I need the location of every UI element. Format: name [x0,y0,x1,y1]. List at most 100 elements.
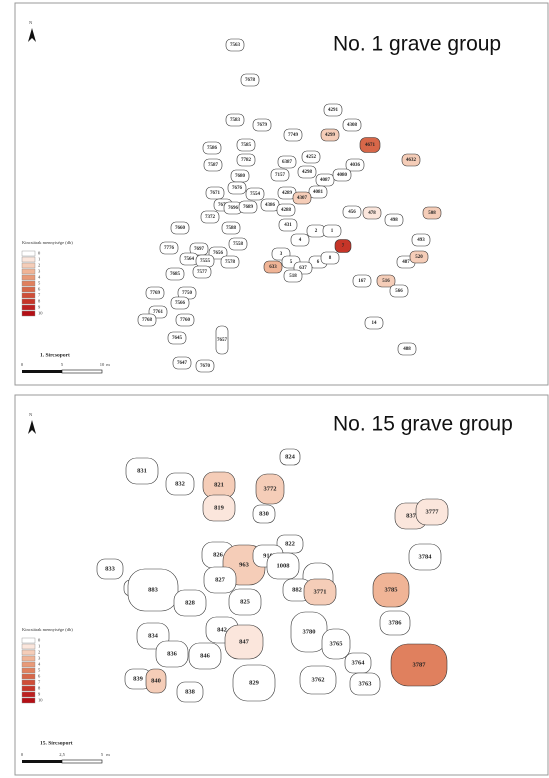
grave-label: 3772 [264,485,277,492]
grave-label: 3764 [352,659,366,666]
grave-label: 7558 [233,242,244,247]
grave-label: 839 [133,675,144,682]
grave-label: 7685 [170,272,181,277]
grave-label: 4288 [281,208,292,213]
grave-label: 4308 [347,123,358,128]
grave-label: 831 [137,467,147,474]
grave-label: 3786 [389,619,403,626]
map-figure: No. 1 grave groupN7563767876797583429143… [0,0,549,778]
grave-label: 3780 [303,628,316,635]
grave-label: 7689 [243,205,254,210]
grave-label: 829 [249,679,260,686]
grave-label: 4081 [313,190,324,195]
panel-title: No. 15 grave group [333,413,513,436]
legend-swatch [22,650,35,655]
grave-label: 4252 [306,155,317,160]
grave-label: 7696 [228,206,239,211]
grave-label: 7769 [150,291,161,296]
grave-label: 7679 [257,123,268,128]
grave-label: 487 [402,260,410,265]
legend-swatch [22,287,35,292]
grave-label: 566 [395,289,403,294]
grave-label: 832 [175,480,185,487]
grave-label: 4671 [365,143,376,148]
grave-label: 7585 [241,143,252,148]
grave-label: 7564 [184,257,195,262]
scale-bar [22,760,62,763]
grave-label: 4299 [325,133,336,138]
grave-label: 6387 [282,160,293,165]
legend-swatch [22,692,35,697]
grave-label: 3763 [359,680,373,687]
legend-title: Kincstárak mennyisége (db) [22,240,73,245]
grave-label: 4632 [406,158,417,163]
grave-label: 4291 [328,108,339,113]
grave-label: 7647 [177,361,188,366]
grave-label: 7583 [230,118,241,123]
grave-label: 3785 [385,586,399,593]
grave-label: 3784 [419,553,433,560]
grave-label: 7586 [207,146,218,151]
grave-label: 7697 [194,247,205,252]
legend-swatch [22,698,35,703]
page: {"panels": [ {"title": "No. 1 grave grou… [0,0,549,778]
grave-label: 846 [200,652,211,659]
grave-label: 7680 [235,174,246,179]
grave-label: 3777 [426,508,440,515]
legend-swatch [22,293,35,298]
scale-label: m [106,362,110,367]
grave-label: 3762 [312,676,325,683]
grave-label: 637 [299,266,307,271]
legend-swatch [22,251,35,256]
grave-label: 7656 [213,251,224,256]
grave-label: 7671 [210,191,221,196]
grave-label: 826 [213,551,224,558]
grave-label: 7566 [175,301,186,306]
grave-label: 842 [217,626,227,633]
scale-label: m [106,752,110,757]
legend-swatch [22,686,35,691]
caption: 1. Sírcsoport [40,352,70,358]
legend-swatch [22,311,35,316]
grave-label: 7657 [217,338,228,343]
grave-label: 4289 [282,191,293,196]
grave-label: 7578 [225,260,236,265]
grave-label: 824 [285,453,296,460]
grave-label: 167 [358,279,366,284]
grave-label: 963 [239,561,250,568]
grave-label: 7555 [200,259,211,264]
grave-label: 822 [285,540,295,547]
legend-label: 10 [38,311,43,316]
grave-label: 4080 [337,173,348,178]
legend-swatch [22,662,35,667]
panel-title: No. 1 grave group [333,33,501,56]
grave-label: 516 [382,279,390,284]
grave-label: 837 [406,512,417,519]
legend-swatch [22,638,35,643]
grave-label: 7554 [250,192,261,197]
grave-label: 4386 [265,203,276,208]
scale-bar [62,370,102,373]
grave-label: 7670 [200,364,211,369]
scale-label: 10 [100,362,105,367]
grave-label: 7372 [205,215,216,220]
grave-label: 7157 [275,173,286,178]
grave-label: 520 [415,255,423,260]
legend-label: 10 [38,698,43,703]
grave-label: 7776 [164,246,175,251]
scale-bar [62,760,102,763]
grave-label: 7645 [172,336,183,341]
grave-label: 3765 [330,640,344,647]
scale-bar [22,370,62,373]
grave-label: 4036 [350,163,361,168]
grave-label: 834 [148,632,159,639]
grave-label: 7577 [197,270,208,275]
legend-swatch [22,269,35,274]
grave-label: 882 [292,586,302,593]
grave-label: 7676 [232,186,243,191]
grave-label: 478 [368,211,376,216]
grave-label: 828 [185,599,196,606]
grave-label: 14 [372,321,378,326]
grave-label: 7563 [230,43,241,48]
grave-label: 633 [269,265,277,270]
